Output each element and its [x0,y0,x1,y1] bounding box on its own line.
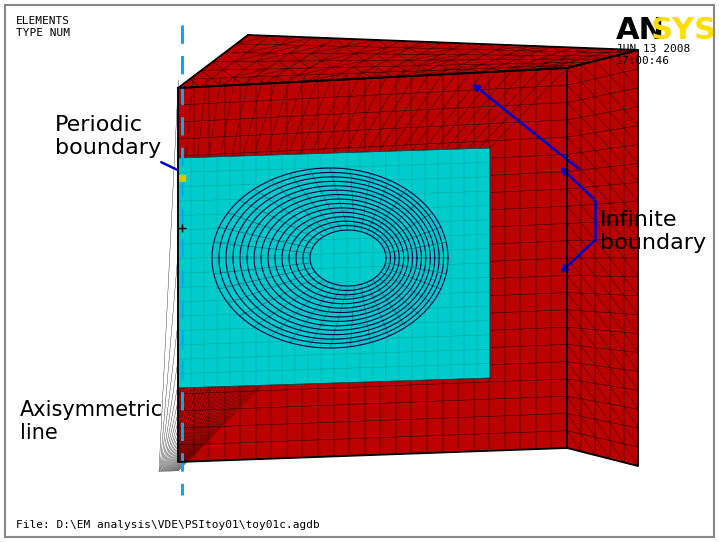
Text: Infinite
boundary: Infinite boundary [600,210,706,253]
Polygon shape [178,35,638,88]
Text: SYS: SYS [651,16,717,45]
Text: ELEMENTS
TYPE NUM: ELEMENTS TYPE NUM [16,16,70,37]
Text: Axisymmetric
line: Axisymmetric line [20,400,163,443]
Polygon shape [567,50,638,466]
Text: AN: AN [616,16,665,45]
Text: JUN 13 2008
17:00:46: JUN 13 2008 17:00:46 [616,44,690,66]
Polygon shape [178,148,490,388]
Text: File: D:\EM analysis\VDE\PSItoy01\toy01c.agdb: File: D:\EM analysis\VDE\PSItoy01\toy01c… [16,520,320,530]
Text: Periodic
boundary: Periodic boundary [55,115,210,186]
Polygon shape [178,68,567,462]
